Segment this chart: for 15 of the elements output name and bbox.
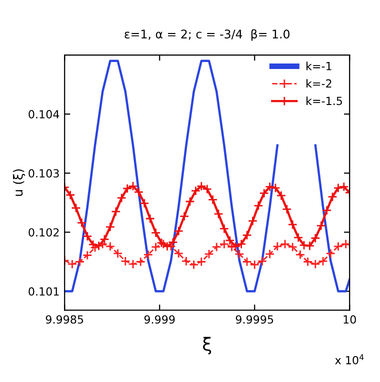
y-axis-title: u (ξ) [13,169,26,196]
text: x 10$^{4}$ [335,354,364,364]
legend-label: k=-1 [306,62,332,70]
x-axis-title: ξ [203,336,212,354]
x-tick-label: 9.999 [144,315,175,324]
y-tick-label: 0.102 [28,228,59,237]
x-tick-label: 9.9995 [236,315,274,324]
legend-label: k=-1.5 [306,96,342,106]
y-tick-label: 0.101 [28,287,59,296]
x-tick-label: 10 [344,315,356,324]
chart-title: ε=1, α = 2; c = -3/4 β= 1.0 [124,29,290,41]
x-tick-label: 9.9985 [46,315,84,324]
legend-label: k=-2 [306,79,332,88]
y-tick-label: 0.103 [28,169,59,178]
y-tick-label: 0.104 [28,110,60,118]
